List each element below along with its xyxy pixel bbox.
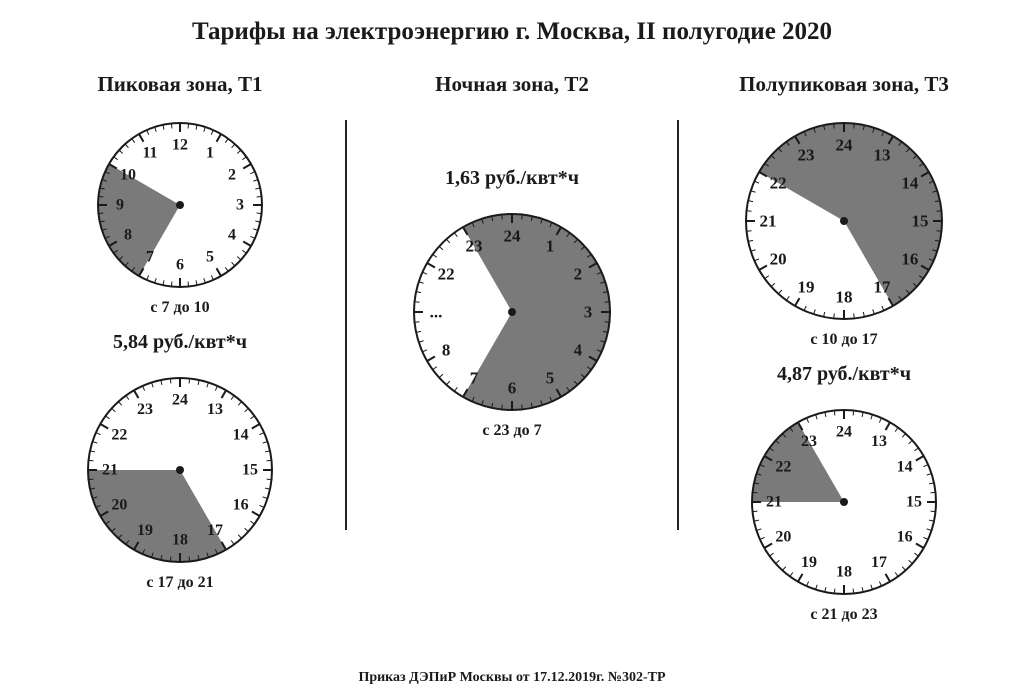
svg-text:9: 9 <box>116 197 124 214</box>
svg-text:19: 19 <box>801 554 817 571</box>
svg-text:22: 22 <box>438 265 455 284</box>
clock-icon: 13 14 15 16 17 18 19 20 21 22 23 24 <box>82 372 278 568</box>
svg-text:21: 21 <box>760 212 777 231</box>
svg-text:23: 23 <box>798 146 815 165</box>
svg-text:4: 4 <box>574 341 583 360</box>
svg-text:24: 24 <box>172 392 188 409</box>
footer-source: Приказ ДЭПиР Москвы от 17.12.2019г. №302… <box>0 670 1024 686</box>
column-t1-title: Пиковая зона, Т1 <box>97 72 262 97</box>
clock-caption: с 23 до 7 <box>482 422 541 440</box>
svg-text:21: 21 <box>102 462 118 479</box>
svg-text:18: 18 <box>836 564 852 581</box>
svg-text:17: 17 <box>871 554 887 571</box>
svg-text:20: 20 <box>775 529 791 546</box>
svg-text:10: 10 <box>120 167 136 184</box>
svg-text:14: 14 <box>897 459 913 476</box>
svg-text:16: 16 <box>233 497 249 514</box>
column-t3: Полупиковая зона, Т3 13 14 15 16 17 18 19 20 21 2… <box>694 72 994 624</box>
svg-text:13: 13 <box>207 401 223 418</box>
clock-icon: 13 14 15 16 17 18 19 20 21 22 23 24 <box>746 404 942 600</box>
svg-text:...: ... <box>430 303 443 322</box>
page-title: Тарифы на электроэнергию г. Москва, II п… <box>30 18 994 46</box>
clock-icon: 13 14 15 16 17 18 19 20 21 22 23 24 <box>740 117 948 325</box>
clock-caption: с 17 до 21 <box>146 574 213 592</box>
svg-text:22: 22 <box>775 459 791 476</box>
svg-text:12: 12 <box>172 137 188 154</box>
svg-text:11: 11 <box>142 145 157 162</box>
svg-text:2: 2 <box>574 265 583 284</box>
svg-text:8: 8 <box>124 227 132 244</box>
svg-text:3: 3 <box>584 303 593 322</box>
column-t2-title: Ночная зона, Т2 <box>435 72 589 97</box>
svg-text:13: 13 <box>871 433 887 450</box>
svg-text:24: 24 <box>836 424 852 441</box>
svg-text:13: 13 <box>874 146 891 165</box>
svg-text:23: 23 <box>137 401 153 418</box>
svg-text:3: 3 <box>236 197 244 214</box>
svg-text:21: 21 <box>766 494 782 511</box>
svg-text:7: 7 <box>470 368 479 387</box>
svg-text:24: 24 <box>504 227 522 246</box>
svg-text:22: 22 <box>111 427 127 444</box>
svg-text:5: 5 <box>206 248 214 265</box>
svg-text:22: 22 <box>770 174 787 193</box>
clock-icon: 12345678...222324 <box>408 208 616 416</box>
svg-text:17: 17 <box>207 522 223 539</box>
price-t2: 1,63 руб./квт*ч <box>445 167 579 190</box>
svg-text:16: 16 <box>897 529 913 546</box>
price-t1: 5,84 руб./квт*ч <box>113 331 247 354</box>
svg-text:6: 6 <box>508 379 517 398</box>
svg-text:23: 23 <box>801 433 817 450</box>
column-t3-title: Полупиковая зона, Т3 <box>739 72 949 97</box>
svg-text:8: 8 <box>442 341 451 360</box>
clock-t1-a: 123456789101112 с 7 до 10 <box>92 117 268 317</box>
svg-text:18: 18 <box>836 288 853 307</box>
svg-text:5: 5 <box>546 368 555 387</box>
clock-icon: 123456789101112 <box>92 117 268 293</box>
svg-text:16: 16 <box>901 250 918 269</box>
svg-text:19: 19 <box>798 277 815 296</box>
svg-text:7: 7 <box>146 248 154 265</box>
svg-text:18: 18 <box>172 532 188 549</box>
svg-text:20: 20 <box>770 250 787 269</box>
svg-text:6: 6 <box>176 257 184 274</box>
svg-text:15: 15 <box>242 462 258 479</box>
page: Тарифы на электроэнергию г. Москва, II п… <box>0 0 1024 698</box>
clock-t3-b: 13 14 15 16 17 18 19 20 21 22 23 24 с 21 до 23 <box>746 404 942 624</box>
column-t2: Ночная зона, Т2 1,63 руб./квт*ч 12345678… <box>362 72 662 440</box>
svg-text:17: 17 <box>874 277 892 296</box>
svg-text:23: 23 <box>466 237 483 256</box>
svg-text:2: 2 <box>228 167 236 184</box>
clock-caption: с 7 до 10 <box>150 299 209 317</box>
svg-text:4: 4 <box>228 227 236 244</box>
svg-text:15: 15 <box>912 212 929 231</box>
columns-row: Пиковая зона, Т1 123456789101112 с 7 до … <box>30 72 994 624</box>
svg-text:19: 19 <box>137 522 153 539</box>
svg-text:1: 1 <box>546 237 555 256</box>
clock-t3-a: 13 14 15 16 17 18 19 20 21 22 23 24 с 10 до 17 <box>740 117 948 349</box>
svg-text:14: 14 <box>233 427 249 444</box>
svg-text:15: 15 <box>906 494 922 511</box>
clock-t1-b: 13 14 15 16 17 18 19 20 21 22 23 24 с 17 до 21 <box>82 372 278 592</box>
svg-text:14: 14 <box>901 174 919 193</box>
divider <box>677 120 679 530</box>
svg-text:24: 24 <box>836 136 854 155</box>
clock-caption: с 10 до 17 <box>810 331 877 349</box>
column-t1: Пиковая зона, Т1 123456789101112 с 7 до … <box>30 72 330 592</box>
price-t3: 4,87 руб./квт*ч <box>777 363 911 386</box>
svg-text:20: 20 <box>111 497 127 514</box>
clock-t2-a: 12345678...222324 с 23 до 7 <box>408 208 616 440</box>
svg-text:1: 1 <box>206 145 214 162</box>
clock-caption: с 21 до 23 <box>810 606 877 624</box>
divider <box>345 120 347 530</box>
